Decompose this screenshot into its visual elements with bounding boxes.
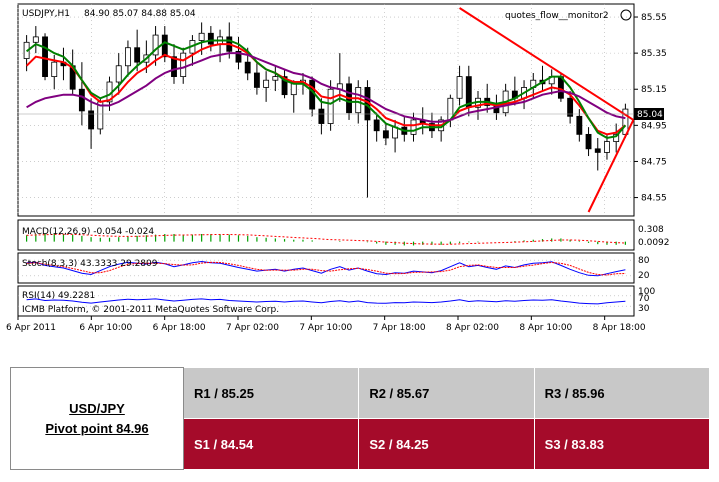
time-tick-label: 8 Apr 10:00 — [519, 323, 572, 333]
candle-body — [613, 133, 620, 142]
current-price-label: 85.04 — [637, 110, 663, 120]
rsi-panel — [17, 285, 635, 317]
candle-body — [327, 88, 334, 124]
time-tick-label: 7 Apr 18:00 — [373, 323, 426, 333]
stoch-series — [18, 259, 634, 277]
candle-body — [32, 36, 39, 43]
smiley-icon — [620, 9, 632, 21]
resistance-trendline — [459, 7, 634, 121]
candle-body — [576, 115, 583, 135]
time-tick-label: 6 Apr 10:00 — [79, 323, 132, 333]
candle-body — [180, 52, 187, 78]
candle-body — [51, 61, 58, 78]
candle-body — [42, 36, 48, 78]
resistance-1: R1 / 85.25 — [182, 367, 360, 419]
stoch-main-line — [26, 260, 626, 277]
candle-body — [152, 34, 159, 56]
grid-lines — [17, 4, 634, 216]
rsi-line — [26, 298, 626, 305]
candle-body — [253, 72, 260, 88]
candle-body — [244, 61, 251, 74]
stoch-label: Stoch(8,3,3) 43.3333 29.2809 — [22, 259, 158, 269]
macd-label: MACD(12,26,9) -0.054 -0.024 — [22, 227, 154, 237]
rsi-tick-30: 30 — [638, 304, 650, 314]
time-axis: 6 Apr 2011 6 Apr 10:00 6 Apr 18:00 7 Apr 02… — [6, 316, 646, 333]
candle-body — [281, 76, 288, 96]
candle-body — [235, 50, 242, 63]
pivot-table: USD/JPY Pivot point 84.96 R1 / 85.25 R2 … — [10, 367, 711, 470]
time-tick-label: 8 Apr 02:00 — [446, 323, 499, 333]
candle-body — [88, 110, 95, 130]
macd-tick-top: 0.308 — [638, 225, 664, 235]
time-tick-label: 7 Apr 02:00 — [226, 323, 279, 333]
candle-body — [198, 32, 205, 41]
candle-body — [115, 65, 122, 83]
stoch-tick-80: 80 — [638, 256, 650, 266]
moving-averages — [25, 39, 627, 140]
candle-body — [207, 32, 214, 45]
macd-series — [26, 233, 626, 246]
candle-body — [309, 79, 316, 110]
candle-body — [272, 76, 279, 81]
price-panel — [17, 3, 635, 217]
time-tick-label: 8 Apr 18:00 — [593, 323, 646, 333]
time-tick-label: 7 Apr 10:00 — [299, 323, 352, 333]
candle-body — [161, 34, 168, 58]
time-tick-label: 6 Apr 18:00 — [153, 323, 206, 333]
price-tick-label: 85.55 — [641, 13, 667, 23]
support-trendline — [587, 119, 635, 213]
candle-body — [410, 119, 417, 135]
footer-text: ICMB Platform, © 2001-2011 MetaQuotes So… — [22, 305, 279, 315]
resistance-3: R3 / 85.96 — [533, 367, 711, 419]
stoch-signal-line — [26, 261, 626, 276]
stoch-tick-20: 20 — [638, 271, 650, 281]
rsi-series — [18, 295, 634, 307]
rsi-tick-100: 100 — [638, 287, 655, 297]
candle-body — [382, 130, 389, 139]
trendlines — [459, 7, 635, 213]
candle-body — [585, 133, 592, 150]
moving-average-line — [26, 52, 626, 123]
macd-panel — [17, 219, 635, 251]
price-tick-label: 85.35 — [641, 49, 667, 59]
chart-ohlc: 84.90 85.07 84.88 85.04 — [84, 9, 196, 19]
support-3: S3 / 83.83 — [533, 418, 711, 470]
candle-body — [456, 76, 463, 99]
stoch-panel — [17, 252, 635, 284]
candle-body — [604, 141, 610, 153]
macd-tick-right: 0.0092 — [638, 238, 670, 248]
candle-body — [125, 47, 131, 67]
current-price-box — [634, 108, 664, 120]
candle-body — [78, 88, 85, 112]
price-tick-label: 84.55 — [641, 194, 667, 204]
pair-cell: USD/JPY Pivot point 84.96 — [10, 367, 184, 470]
support-2: S2 / 84.25 — [358, 418, 535, 470]
candle-body — [171, 56, 177, 78]
price-tick-label: 84.75 — [641, 157, 667, 167]
rsi-tick-70: 70 — [638, 294, 650, 304]
forex-chart: 85.55 85.35 85.15 84.95 84.75 84.55 6 Apr 201… — [6, 3, 670, 333]
candle-body — [567, 97, 574, 117]
price-axis: 85.55 85.35 85.15 84.95 84.75 84.55 — [634, 13, 667, 204]
chart-symbol: USDJPY,H1 — [22, 9, 70, 19]
rsi-label: RSI(14) 49.2281 — [22, 291, 95, 301]
price-tick-label: 85.15 — [641, 85, 667, 95]
support-1: S1 / 84.54 — [182, 418, 360, 470]
time-tick-label: 6 Apr 2011 — [6, 323, 56, 333]
candle-body — [263, 79, 270, 88]
moving-average-line — [25, 43, 627, 136]
candle-body — [318, 108, 325, 124]
indicator-name: quotes_flow__monitor2 — [505, 11, 609, 21]
candle-body — [134, 47, 141, 63]
resistance-2: R2 / 85.67 — [358, 367, 535, 419]
price-tick-label: 84.95 — [641, 121, 667, 131]
candle-body — [290, 83, 297, 96]
moving-average-line — [25, 39, 627, 140]
pair-name: USD/JPY — [69, 400, 125, 416]
candle-body — [594, 148, 601, 153]
candle-body — [373, 119, 380, 132]
pivot-point: Pivot point 84.96 — [45, 420, 149, 436]
